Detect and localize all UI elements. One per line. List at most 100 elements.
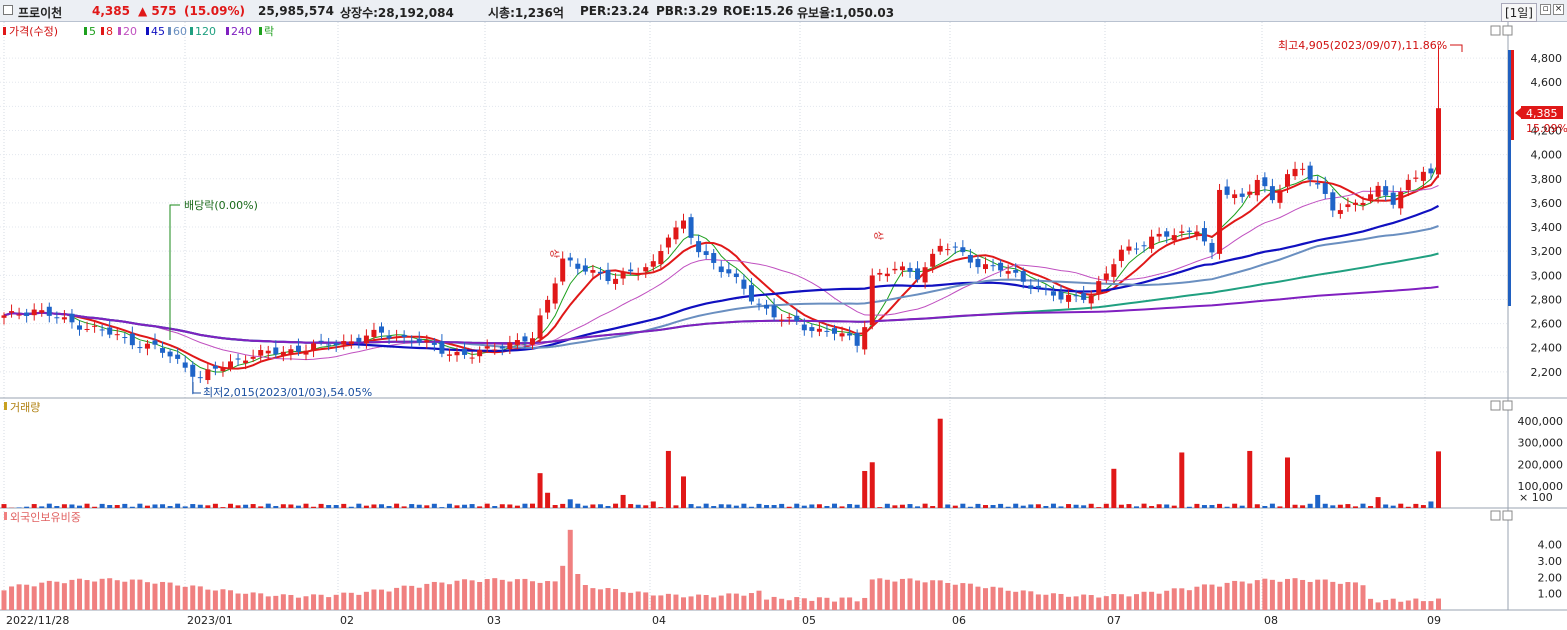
foreign-ratio-bar xyxy=(673,594,679,610)
foreign-ratio-bar xyxy=(446,584,452,610)
foreign-ratio-bar xyxy=(1277,581,1283,610)
volume-bar xyxy=(318,503,324,508)
candle-body xyxy=(635,273,641,275)
candle xyxy=(212,361,218,376)
close-price-panel-icon[interactable] xyxy=(1502,25,1513,36)
candle-body xyxy=(507,342,513,350)
foreign-ratio-bar xyxy=(1149,591,1155,610)
foreign-ratio-bar xyxy=(650,595,656,610)
candle-body xyxy=(990,265,996,267)
candle-body xyxy=(816,328,822,332)
foreign-ratio-bar xyxy=(212,590,218,610)
stock-search-icon[interactable] xyxy=(3,5,13,15)
candle-body xyxy=(658,251,664,265)
candle-body xyxy=(1383,186,1389,196)
volume-bar xyxy=(703,503,709,508)
candle xyxy=(1383,180,1389,201)
foreign-ratio-bar xyxy=(333,594,339,610)
price-tick-label: 3,400 xyxy=(1531,221,1563,234)
volume-bar xyxy=(24,506,30,508)
candle xyxy=(862,320,868,355)
restore-icon[interactable]: ▫ xyxy=(1540,4,1551,15)
close-icon[interactable]: × xyxy=(1553,4,1564,15)
candle-body xyxy=(839,333,845,337)
candle-body xyxy=(847,333,853,336)
foreign-ratio-bar xyxy=(1171,588,1177,610)
stock-name[interactable]: 프로이천 xyxy=(18,6,63,20)
foreign-ratio-bar xyxy=(824,597,830,610)
candle-body xyxy=(1224,186,1230,195)
candle xyxy=(597,266,603,280)
volume-bar xyxy=(1035,504,1041,508)
foreign-ratio-bar xyxy=(779,598,785,610)
candle-body xyxy=(107,327,113,335)
foreign-ratio-bar xyxy=(1028,591,1034,610)
foreign-ratio-bar xyxy=(122,581,128,610)
foreign-ratio-bar xyxy=(129,579,135,610)
close-volume-panel-icon[interactable] xyxy=(1502,400,1513,411)
foreign-ratio-bar xyxy=(643,592,649,610)
candle-body xyxy=(1360,202,1366,206)
volume-bar xyxy=(1126,504,1132,508)
candle xyxy=(975,255,981,274)
panel-buttons[interactable] xyxy=(1490,25,1513,521)
foreign-panel-title: 외국인보유비중 xyxy=(10,511,81,524)
ma60-line xyxy=(3,225,1439,349)
per-value: PER:23.24 xyxy=(580,4,649,18)
foreign-ratio-bar xyxy=(998,587,1004,610)
candle xyxy=(137,340,143,354)
volume-bar xyxy=(514,505,520,508)
candle xyxy=(582,258,588,275)
volume-bar xyxy=(1149,506,1155,508)
foreign-ratio-bar xyxy=(1322,579,1328,610)
foreign-ratio-bar xyxy=(160,581,166,610)
candle-body xyxy=(945,249,951,251)
candle-body xyxy=(915,268,921,280)
candle-body xyxy=(265,350,271,354)
current-pct-label: 15.09% xyxy=(1526,122,1567,135)
foreign-ratio-bar xyxy=(1352,582,1358,610)
candle xyxy=(545,295,551,320)
date-tick-label: 08 xyxy=(1264,614,1278,627)
volume-bar xyxy=(998,503,1004,508)
volume-bar xyxy=(1436,451,1441,508)
candle-body xyxy=(477,350,483,357)
candle xyxy=(1232,189,1238,205)
foreign-ratio-bar xyxy=(1262,578,1268,610)
foreign-ratio-bar xyxy=(1035,594,1041,610)
candle-body xyxy=(1171,235,1177,241)
volume-bar xyxy=(1164,504,1170,508)
candle-body xyxy=(1194,231,1200,235)
foreign-ratio-bar xyxy=(1141,591,1147,610)
maximize-foreign-panel-icon[interactable] xyxy=(1490,510,1501,521)
candle-body xyxy=(24,312,30,316)
foreign-ratio-bar xyxy=(975,586,981,610)
price-tick-label: 2,400 xyxy=(1531,342,1563,355)
candle xyxy=(1224,179,1230,199)
candle xyxy=(552,277,558,310)
candle-body xyxy=(869,275,875,326)
candle xyxy=(1134,242,1139,255)
candle-body xyxy=(1013,269,1019,273)
maximize-volume-panel-icon[interactable] xyxy=(1490,400,1501,411)
volume-bar xyxy=(1050,503,1056,508)
close-foreign-panel-icon[interactable] xyxy=(1502,510,1513,521)
volume-bar xyxy=(1081,505,1087,508)
candle-body xyxy=(1315,183,1321,185)
volume-bar xyxy=(394,503,400,508)
period-selector[interactable]: [1일] xyxy=(1500,3,1537,22)
volume-bar xyxy=(1375,497,1381,508)
foreign-ratio-bar xyxy=(258,593,264,610)
candle xyxy=(952,242,958,254)
candle xyxy=(182,355,188,373)
volume-bar xyxy=(854,504,860,508)
foreign-ratio-bar xyxy=(522,578,528,610)
candle-body xyxy=(273,347,279,355)
volume-bar xyxy=(167,506,173,508)
maximize-price-panel-icon[interactable] xyxy=(1490,25,1501,36)
candle xyxy=(1352,199,1358,212)
candle xyxy=(1186,227,1192,239)
foreign-ratio-bar xyxy=(439,582,445,610)
foreign-ratio-bar xyxy=(575,574,581,610)
